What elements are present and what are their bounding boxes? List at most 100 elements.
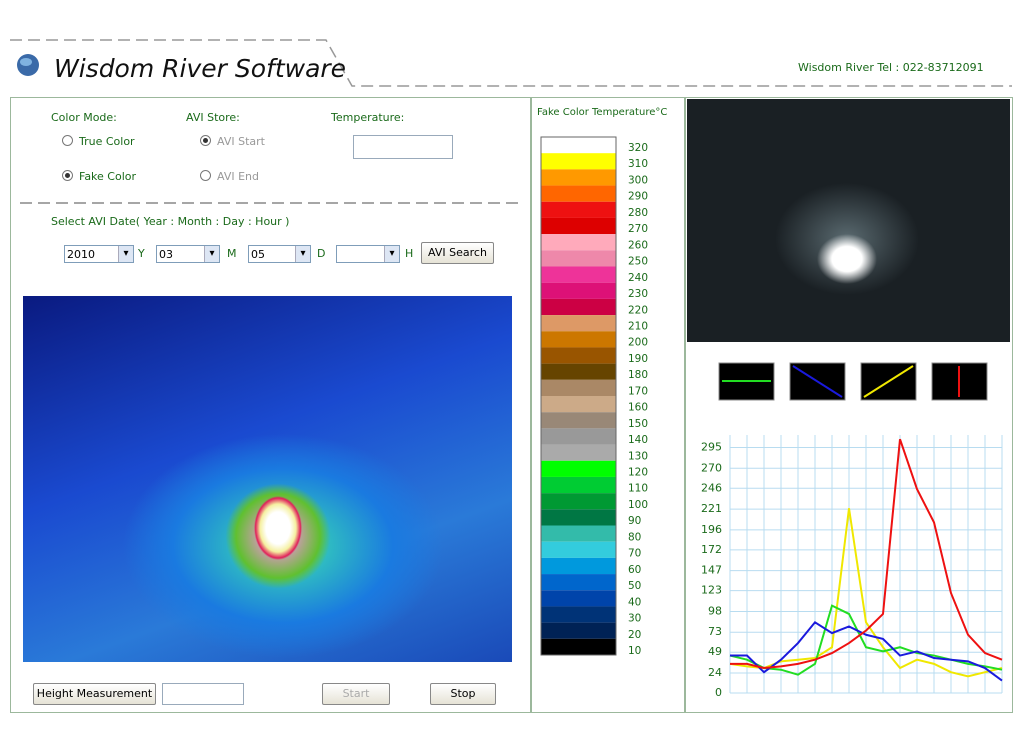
legend-swatch bbox=[541, 460, 616, 477]
legend-label: 20 bbox=[628, 629, 641, 641]
legend-swatch bbox=[541, 509, 616, 526]
height-button[interactable]: Height Measurement bbox=[33, 683, 156, 705]
legend-label: 260 bbox=[628, 239, 648, 251]
legend-swatch bbox=[541, 217, 616, 235]
label: AVI Store: bbox=[186, 111, 240, 124]
legend-label: 300 bbox=[628, 174, 648, 186]
legend-label: 310 bbox=[628, 158, 648, 170]
legend-label: 40 bbox=[628, 596, 641, 608]
y-tick-label: 0 bbox=[715, 686, 722, 699]
legend-swatch bbox=[541, 282, 616, 299]
legend-swatch bbox=[541, 525, 616, 542]
legend-swatch bbox=[541, 412, 616, 429]
legend-label: 30 bbox=[628, 613, 641, 625]
legend-label: 130 bbox=[628, 450, 648, 462]
year-select[interactable]: 2010 bbox=[64, 245, 134, 263]
legend-label: 190 bbox=[628, 353, 648, 365]
legend-label: 270 bbox=[628, 223, 648, 235]
height-input[interactable] bbox=[162, 683, 244, 705]
label: Temperature: bbox=[331, 111, 405, 124]
legend-label: 220 bbox=[628, 304, 648, 316]
legend-swatch bbox=[541, 201, 616, 218]
month-select[interactable]: 03 bbox=[156, 245, 220, 263]
legend-swatch bbox=[541, 557, 616, 575]
stop-button[interactable]: Stop bbox=[430, 683, 496, 705]
legend-label: 90 bbox=[628, 515, 641, 527]
series-line bbox=[730, 620, 1003, 682]
y-tick-label: 147 bbox=[701, 564, 722, 577]
legend-label: 170 bbox=[628, 385, 648, 397]
legend-swatch bbox=[541, 153, 616, 170]
legend-label: 80 bbox=[628, 531, 641, 543]
legend-label: 250 bbox=[628, 256, 648, 268]
legend-label: 160 bbox=[628, 402, 648, 414]
title: Wisdom River Software bbox=[54, 54, 347, 83]
y-tick-label: 295 bbox=[701, 440, 722, 453]
right-panel bbox=[685, 97, 1013, 713]
header-tab bbox=[10, 39, 1012, 87]
hour-select[interactable] bbox=[336, 245, 400, 263]
legend-label: 100 bbox=[628, 499, 648, 511]
y-tick-label: 98 bbox=[708, 604, 722, 617]
radio-true-color[interactable]: True Color bbox=[62, 135, 135, 148]
legend-label: 290 bbox=[628, 191, 648, 203]
y-tick-label: 73 bbox=[708, 625, 722, 638]
legend-label: 140 bbox=[628, 434, 648, 446]
legend-label: 230 bbox=[628, 288, 648, 300]
thermal-image bbox=[23, 296, 512, 662]
legend-label: 10 bbox=[628, 645, 641, 657]
legend-swatch bbox=[541, 298, 616, 316]
y-tick-label: 246 bbox=[701, 481, 722, 494]
legend-swatch bbox=[541, 622, 616, 639]
legend-swatch bbox=[541, 638, 616, 655]
radio-avi-end: AVI End bbox=[200, 170, 259, 183]
legend-label: 150 bbox=[628, 418, 648, 430]
legend-swatch bbox=[541, 315, 616, 332]
legend-panel bbox=[530, 97, 685, 713]
legend-label: 240 bbox=[628, 272, 648, 284]
legend-swatch bbox=[541, 574, 616, 591]
legend-label: 180 bbox=[628, 369, 648, 381]
legend-swatch bbox=[541, 444, 616, 461]
legend-swatch bbox=[541, 185, 616, 202]
camera-image bbox=[687, 99, 1010, 342]
radio-fake-color[interactable]: Fake Color bbox=[62, 170, 136, 183]
label: Select AVI Date( Year : Month : Day : Ho… bbox=[51, 215, 290, 228]
y-tick-label: 196 bbox=[701, 523, 722, 536]
unit: D bbox=[317, 247, 326, 260]
left-panel bbox=[10, 97, 532, 713]
legend-swatch bbox=[541, 606, 616, 623]
legend-swatch bbox=[541, 379, 616, 396]
legend-label: 280 bbox=[628, 207, 648, 219]
legend-swatch bbox=[541, 266, 616, 283]
y-tick-label: 49 bbox=[708, 645, 722, 658]
search-button[interactable]: AVI Search bbox=[421, 242, 494, 264]
start-button: Start bbox=[322, 683, 390, 705]
radio-label: True Color bbox=[79, 135, 135, 148]
radio-avi-start: AVI Start bbox=[200, 135, 265, 148]
legend-swatch bbox=[541, 541, 616, 558]
temperature-input[interactable] bbox=[353, 135, 453, 159]
unit: M bbox=[227, 247, 237, 260]
legend-swatch bbox=[541, 234, 616, 251]
legend-swatch bbox=[541, 137, 616, 154]
day-select[interactable]: 05 bbox=[248, 245, 311, 263]
legend-swatch bbox=[541, 363, 616, 380]
legend-swatch bbox=[541, 250, 616, 267]
legend-border bbox=[540, 136, 617, 656]
legend-label: 110 bbox=[628, 483, 648, 495]
contact: Wisdom River Tel : 022-83712091 bbox=[798, 61, 984, 74]
series-line bbox=[730, 438, 1003, 670]
unit: Y bbox=[138, 247, 145, 260]
logo-shine bbox=[20, 58, 32, 66]
legend-title: Fake Color Temperature°C bbox=[537, 107, 667, 118]
legend-label: 200 bbox=[628, 337, 648, 349]
legend-label: 50 bbox=[628, 580, 641, 592]
legend-label: 60 bbox=[628, 564, 641, 576]
y-tick-label: 24 bbox=[708, 666, 722, 679]
y-tick-label: 172 bbox=[701, 543, 722, 556]
radio-label: AVI Start bbox=[217, 135, 265, 148]
label: Color Mode: bbox=[51, 111, 117, 124]
unit: H bbox=[405, 247, 414, 260]
